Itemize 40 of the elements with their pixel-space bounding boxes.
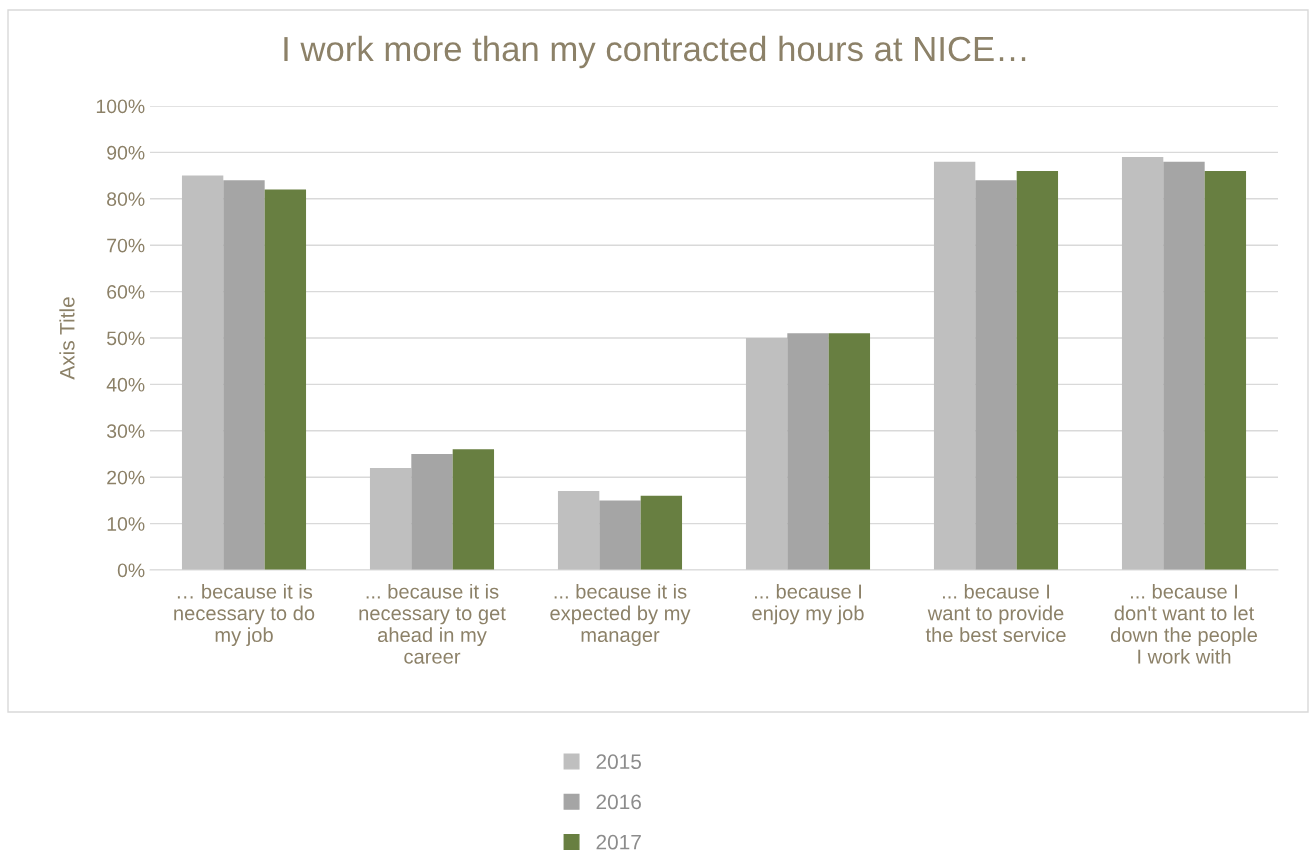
- bar: [1121, 157, 1164, 570]
- y-tick-label: 50%: [107, 331, 145, 346]
- bar: [1204, 170, 1247, 570]
- bar: [1016, 170, 1059, 570]
- x-tick-label: ... because it is necessary to get ahead in my career: [359, 583, 506, 664]
- bar: [787, 333, 829, 570]
- chart-title: I work more than my contracted hours at NICE…: [284, 35, 1026, 69]
- bar: [975, 180, 1017, 570]
- legend-label: 2016: [596, 794, 641, 810]
- legend-label: 2017: [596, 834, 641, 850]
- bar: [599, 500, 641, 570]
- y-tick-label: 100%: [96, 99, 145, 114]
- y-axis-title: Axis Title: [59, 297, 75, 380]
- bar: [557, 491, 600, 570]
- bar: [452, 449, 495, 570]
- x-tick-label: ... because it is expected by my manager: [550, 583, 691, 647]
- bar: [181, 175, 224, 570]
- y-tick-label: 30%: [106, 424, 145, 439]
- y-tick-label: 0%: [117, 563, 145, 578]
- bar: [828, 333, 871, 570]
- legend-label: 2015: [596, 754, 641, 770]
- bar: [745, 338, 788, 570]
- y-tick-label: 90%: [107, 145, 145, 160]
- bar: [1163, 161, 1205, 570]
- y-tick-label: 40%: [106, 377, 145, 392]
- x-tick-label: ... because I want to provide the best service: [925, 583, 1066, 643]
- x-tick-label: … because it is necessary to do my job: [174, 583, 315, 647]
- bar: [640, 495, 683, 570]
- y-tick-label: 60%: [107, 285, 145, 299]
- y-tick-label: 70%: [107, 238, 145, 253]
- x-tick-label: ... because I don't want to let down the people I work with: [1110, 583, 1258, 664]
- x-tick-label: ... because I enjoy my job: [752, 583, 864, 625]
- y-tick-label: 10%: [107, 517, 145, 531]
- bar: [933, 161, 976, 570]
- bar: [264, 189, 307, 570]
- bar: [411, 454, 453, 570]
- bar: [369, 467, 412, 570]
- bar: [223, 180, 265, 570]
- y-tick-label: 20%: [107, 470, 145, 485]
- y-tick-label: 80%: [107, 192, 145, 207]
